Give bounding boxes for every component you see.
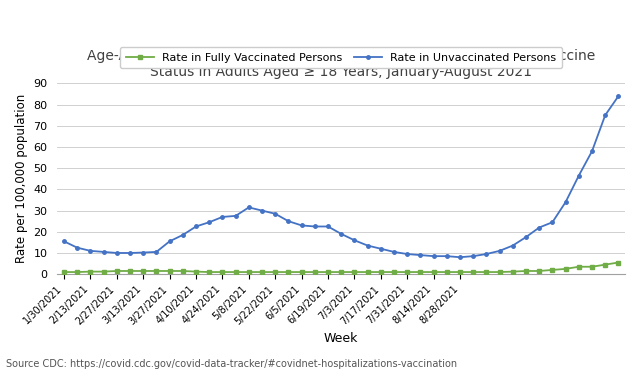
Rate in Fully Vaccinated Persons [483, 270, 490, 274]
Rate in Unvaccinated Persons [271, 211, 279, 216]
Rate in Unvaccinated Persons [285, 219, 292, 223]
Rate in Unvaccinated Persons [86, 249, 94, 253]
Rate in Unvaccinated Persons [483, 252, 490, 256]
Rate in Fully Vaccinated Persons [469, 270, 477, 274]
Rate in Unvaccinated Persons [351, 238, 358, 243]
Rate in Unvaccinated Persons [469, 254, 477, 258]
Rate in Unvaccinated Persons [192, 224, 200, 229]
Rate in Unvaccinated Persons [60, 239, 68, 243]
Rate in Unvaccinated Persons [166, 239, 173, 243]
Rate in Fully Vaccinated Persons [509, 269, 516, 274]
Rate in Fully Vaccinated Persons [324, 270, 332, 274]
Rate in Fully Vaccinated Persons [377, 270, 385, 274]
Rate in Fully Vaccinated Persons [548, 268, 556, 272]
Rate in Unvaccinated Persons [456, 255, 464, 259]
Rate in Fully Vaccinated Persons [152, 269, 160, 273]
Rate in Fully Vaccinated Persons [245, 270, 253, 274]
Line: Rate in Fully Vaccinated Persons: Rate in Fully Vaccinated Persons [62, 261, 620, 274]
Rate in Fully Vaccinated Persons [126, 269, 134, 273]
Rate in Unvaccinated Persons [140, 250, 147, 255]
Rate in Fully Vaccinated Persons [113, 269, 121, 273]
Rate in Unvaccinated Persons [602, 113, 609, 118]
Rate in Fully Vaccinated Persons [456, 270, 464, 274]
Rate in Fully Vaccinated Persons [614, 260, 622, 265]
Rate in Unvaccinated Persons [548, 220, 556, 224]
Rate in Fully Vaccinated Persons [562, 267, 570, 271]
Rate in Fully Vaccinated Persons [496, 270, 504, 274]
Rate in Unvaccinated Persons [113, 251, 121, 255]
Title: Age-Adjusted Rates of COVID-19 - Associated Hospitalizations by Vaccine
Status i: Age-Adjusted Rates of COVID-19 - Associa… [87, 49, 595, 79]
Rate in Fully Vaccinated Persons [430, 270, 438, 274]
Rate in Fully Vaccinated Persons [86, 269, 94, 274]
Rate in Unvaccinated Persons [430, 254, 438, 258]
Rate in Fully Vaccinated Persons [443, 270, 451, 274]
Rate in Fully Vaccinated Persons [364, 270, 371, 274]
Rate in Unvaccinated Persons [219, 215, 227, 219]
Rate in Fully Vaccinated Persons [337, 270, 345, 274]
Text: Source CDC: https://covid.cdc.gov/covid-data-tracker/#covidnet-hospitalizations-: Source CDC: https://covid.cdc.gov/covid-… [6, 359, 458, 369]
Rate in Unvaccinated Persons [100, 250, 108, 254]
Rate in Fully Vaccinated Persons [298, 270, 305, 274]
Rate in Fully Vaccinated Persons [140, 269, 147, 273]
Rate in Unvaccinated Persons [324, 224, 332, 229]
Rate in Fully Vaccinated Persons [271, 270, 279, 274]
Rate in Fully Vaccinated Persons [575, 265, 582, 269]
Rate in Unvaccinated Persons [74, 246, 81, 250]
Rate in Unvaccinated Persons [509, 243, 516, 248]
Rate in Unvaccinated Persons [443, 254, 451, 258]
Line: Rate in Unvaccinated Persons: Rate in Unvaccinated Persons [62, 94, 620, 259]
Rate in Fully Vaccinated Persons [179, 269, 187, 273]
Rate in Fully Vaccinated Persons [351, 270, 358, 274]
Rate in Unvaccinated Persons [152, 250, 160, 254]
Rate in Fully Vaccinated Persons [258, 270, 266, 274]
Rate in Unvaccinated Persons [258, 209, 266, 213]
Rate in Unvaccinated Persons [298, 223, 305, 228]
Rate in Unvaccinated Persons [377, 246, 385, 251]
Y-axis label: Rate per 100,000 population: Rate per 100,000 population [15, 94, 28, 263]
Rate in Fully Vaccinated Persons [166, 269, 173, 273]
Rate in Fully Vaccinated Persons [219, 270, 227, 274]
Rate in Unvaccinated Persons [496, 249, 504, 253]
Rate in Unvaccinated Persons [614, 94, 622, 98]
Rate in Fully Vaccinated Persons [100, 269, 108, 274]
Rate in Fully Vaccinated Persons [588, 265, 596, 269]
Rate in Unvaccinated Persons [588, 149, 596, 154]
Rate in Unvaccinated Persons [179, 233, 187, 237]
Rate in Unvaccinated Persons [390, 250, 398, 254]
Rate in Unvaccinated Persons [417, 253, 424, 257]
Rate in Fully Vaccinated Persons [536, 269, 543, 273]
Rate in Unvaccinated Persons [536, 225, 543, 230]
Rate in Unvaccinated Persons [337, 232, 345, 236]
Rate in Fully Vaccinated Persons [522, 269, 530, 273]
Rate in Unvaccinated Persons [575, 173, 582, 178]
Rate in Unvaccinated Persons [245, 205, 253, 210]
Rate in Fully Vaccinated Persons [311, 270, 319, 274]
Rate in Fully Vaccinated Persons [74, 270, 81, 274]
Rate in Fully Vaccinated Persons [60, 270, 68, 274]
Rate in Unvaccinated Persons [403, 252, 411, 256]
Rate in Fully Vaccinated Persons [192, 269, 200, 274]
Rate in Fully Vaccinated Persons [205, 270, 213, 274]
Rate in Fully Vaccinated Persons [403, 270, 411, 274]
Rate in Fully Vaccinated Persons [285, 270, 292, 274]
Rate in Unvaccinated Persons [205, 220, 213, 224]
Rate in Unvaccinated Persons [562, 200, 570, 204]
Rate in Unvaccinated Persons [311, 224, 319, 229]
Rate in Unvaccinated Persons [232, 214, 239, 218]
Rate in Unvaccinated Persons [364, 243, 371, 248]
Rate in Unvaccinated Persons [126, 251, 134, 255]
Rate in Fully Vaccinated Persons [390, 270, 398, 274]
Rate in Unvaccinated Persons [522, 235, 530, 239]
X-axis label: Week: Week [324, 332, 358, 345]
Rate in Fully Vaccinated Persons [602, 262, 609, 267]
Rate in Fully Vaccinated Persons [232, 270, 239, 274]
Legend: Rate in Fully Vaccinated Persons, Rate in Unvaccinated Persons: Rate in Fully Vaccinated Persons, Rate i… [120, 47, 562, 68]
Rate in Fully Vaccinated Persons [417, 270, 424, 274]
